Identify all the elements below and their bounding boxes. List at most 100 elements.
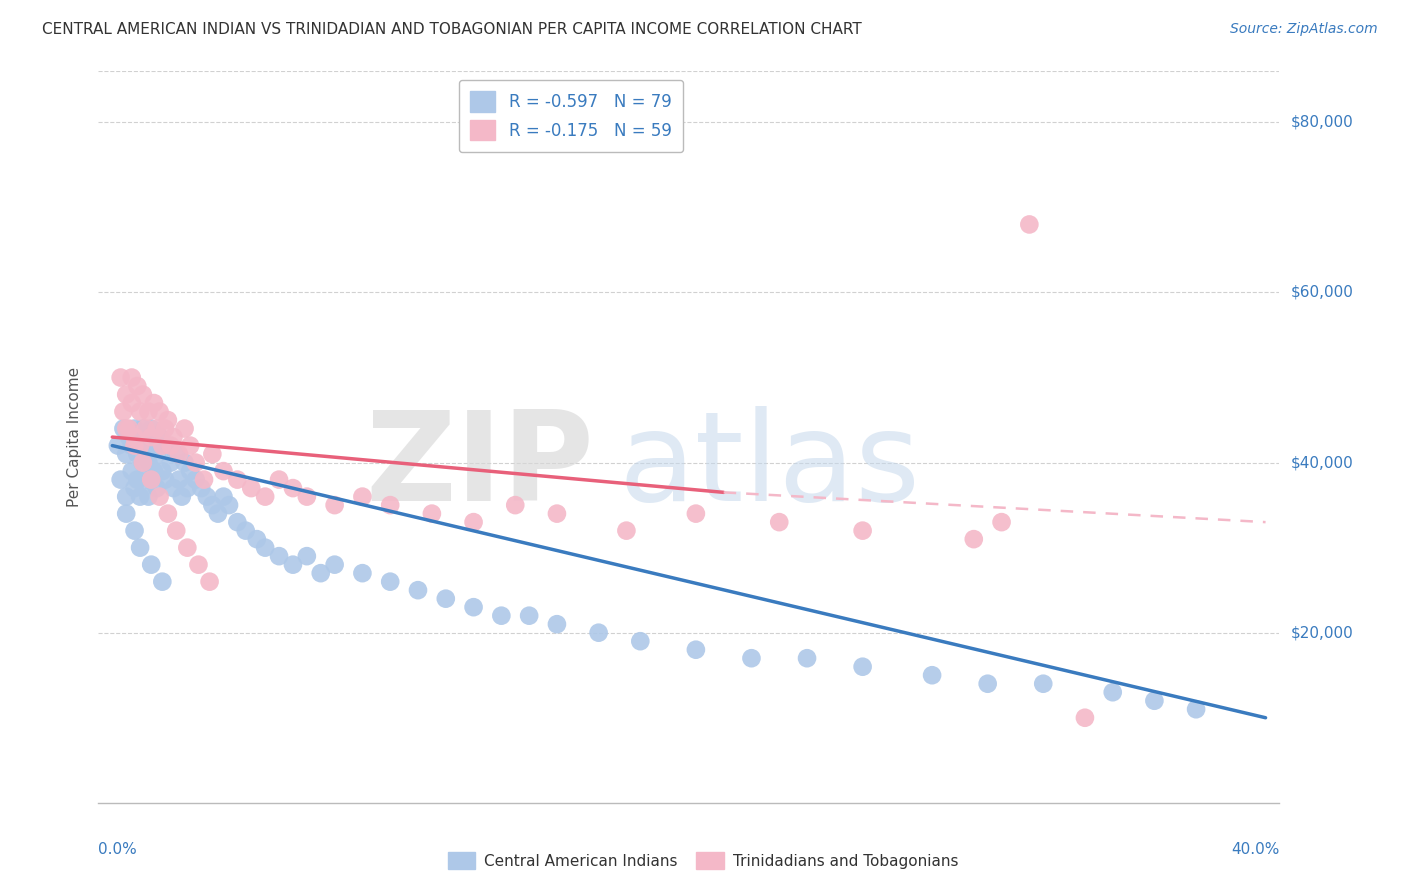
Point [115, 421, 138, 435]
Text: 0.0%: 0.0% [98, 842, 138, 856]
Point [121, 396, 143, 410]
Point [138, 404, 160, 418]
Point [156, 413, 179, 427]
Point [685, 642, 707, 657]
Point [124, 524, 146, 538]
Point [121, 439, 143, 453]
Point [115, 447, 138, 461]
Point [110, 370, 132, 384]
Point [176, 541, 198, 555]
Point [146, 447, 169, 461]
Point [685, 507, 707, 521]
Point [1074, 711, 1097, 725]
Point [107, 439, 129, 453]
Point [148, 430, 170, 444]
Point [190, 481, 212, 495]
Point [740, 651, 762, 665]
Text: atlas: atlas [619, 406, 920, 527]
Point [198, 574, 221, 589]
Text: $20,000: $20,000 [1291, 625, 1354, 640]
Point [852, 524, 875, 538]
Point [195, 490, 218, 504]
Point [990, 515, 1012, 529]
Point [141, 473, 163, 487]
Point [184, 473, 207, 487]
Text: CENTRAL AMERICAN INDIAN VS TRINIDADIAN AND TOBAGONIAN PER CAPITA INCOME CORRELAT: CENTRAL AMERICAN INDIAN VS TRINIDADIAN A… [42, 22, 862, 37]
Point [115, 490, 138, 504]
Point [129, 404, 152, 418]
Point [115, 387, 138, 401]
Point [434, 591, 457, 606]
Point [226, 515, 249, 529]
Point [246, 532, 269, 546]
Point [159, 456, 181, 470]
Point [165, 524, 187, 538]
Point [176, 481, 198, 495]
Point [1032, 677, 1054, 691]
Point [143, 439, 166, 453]
Point [295, 549, 318, 563]
Point [129, 439, 152, 453]
Point [179, 439, 201, 453]
Text: $60,000: $60,000 [1291, 285, 1354, 300]
Point [124, 439, 146, 453]
Point [143, 464, 166, 478]
Point [162, 430, 184, 444]
Point [129, 439, 152, 453]
Point [254, 541, 277, 555]
Point [212, 464, 235, 478]
Point [150, 464, 173, 478]
Point [153, 421, 176, 435]
Point [127, 473, 149, 487]
Text: ZIP: ZIP [366, 406, 595, 527]
Point [235, 524, 257, 538]
Point [173, 456, 195, 470]
Point [588, 625, 610, 640]
Text: $80,000: $80,000 [1291, 115, 1354, 130]
Point [127, 447, 149, 461]
Point [768, 515, 790, 529]
Point [201, 447, 224, 461]
Point [138, 490, 160, 504]
Point [463, 600, 485, 615]
Point [309, 566, 332, 581]
Point [295, 490, 318, 504]
Point [112, 421, 135, 435]
Point [517, 608, 540, 623]
Point [150, 574, 173, 589]
Point [124, 430, 146, 444]
Point [132, 456, 155, 470]
Point [146, 481, 169, 495]
Point [963, 532, 986, 546]
Point [406, 583, 429, 598]
Point [129, 541, 152, 555]
Point [976, 677, 998, 691]
Point [141, 430, 163, 444]
Point [503, 498, 526, 512]
Point [207, 507, 229, 521]
Point [129, 490, 152, 504]
Point [546, 507, 568, 521]
Point [146, 421, 169, 435]
Point [380, 574, 402, 589]
Point [179, 464, 201, 478]
Point [159, 439, 181, 453]
Point [267, 473, 290, 487]
Point [156, 507, 179, 521]
Text: Source: ZipAtlas.com: Source: ZipAtlas.com [1230, 22, 1378, 37]
Point [148, 490, 170, 504]
Point [201, 498, 224, 512]
Point [112, 404, 135, 418]
Point [132, 387, 155, 401]
Point [173, 421, 195, 435]
Point [167, 447, 190, 461]
Point [127, 379, 149, 393]
Point [141, 558, 163, 572]
Point [141, 473, 163, 487]
Point [491, 608, 513, 623]
Point [143, 396, 166, 410]
Legend: R = -0.597   N = 79, R = -0.175   N = 59: R = -0.597 N = 79, R = -0.175 N = 59 [458, 79, 683, 152]
Point [156, 439, 179, 453]
Point [132, 456, 155, 470]
Point [170, 490, 193, 504]
